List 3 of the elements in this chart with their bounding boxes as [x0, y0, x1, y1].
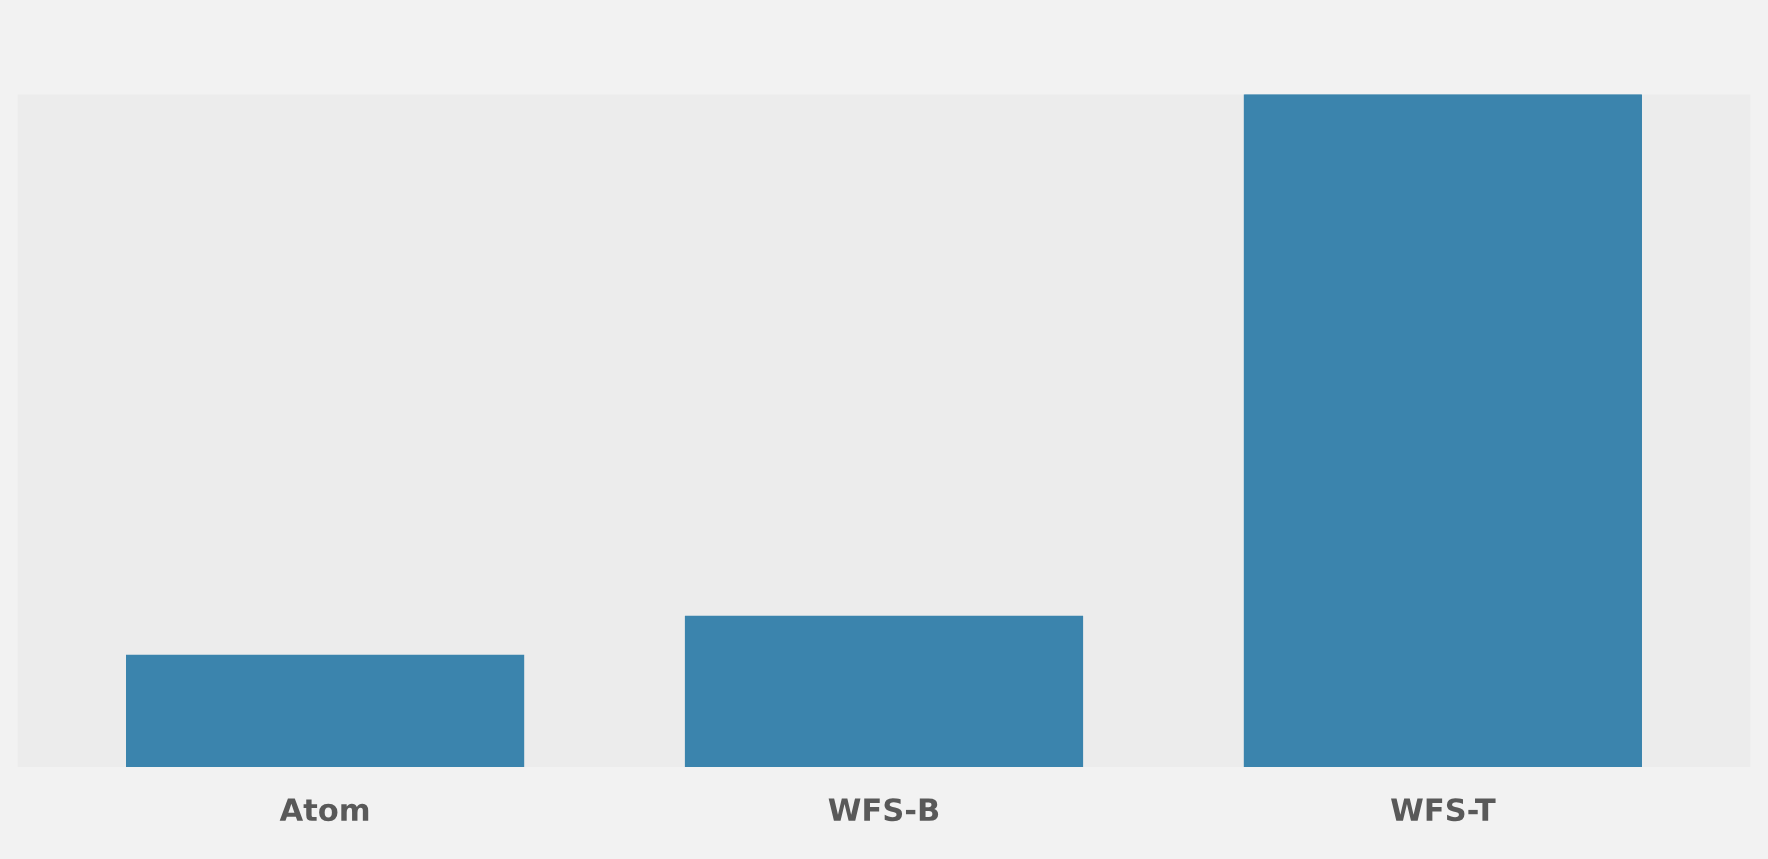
x-tick-label: WFS-B — [828, 798, 939, 822]
x-tick-label: WFS-T — [1391, 798, 1496, 822]
x-tick-label: Atom — [279, 798, 369, 822]
